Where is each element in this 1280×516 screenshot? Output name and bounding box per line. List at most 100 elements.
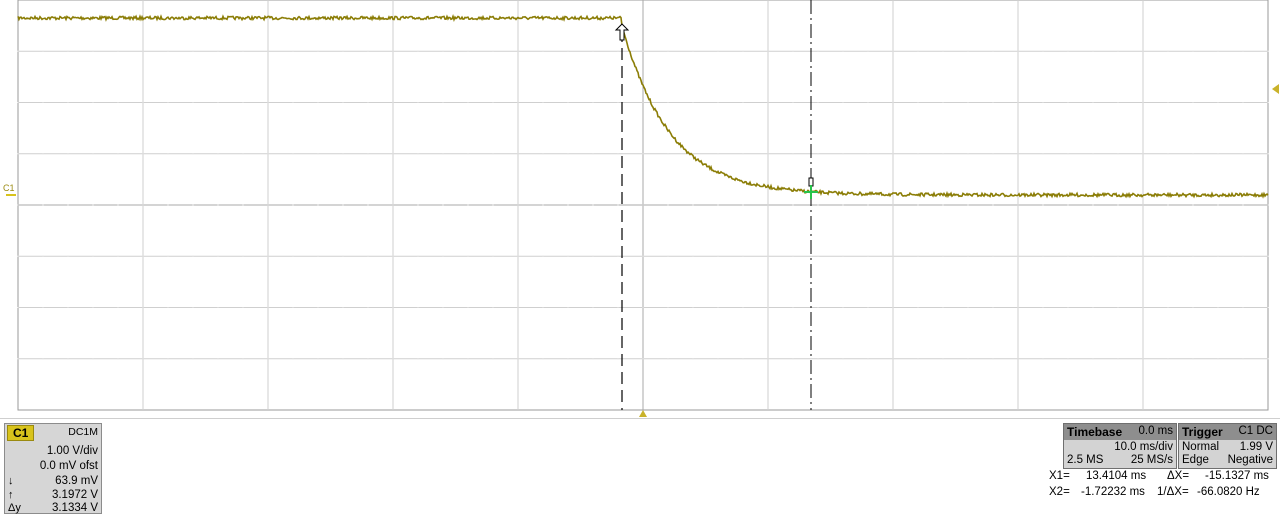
grid-dot bbox=[67, 102, 69, 103]
graticule bbox=[17, 0, 1269, 411]
grid-dot bbox=[267, 204, 269, 206]
grid-dot bbox=[442, 255, 444, 257]
grid-dot bbox=[92, 255, 94, 257]
cursor-y1-icon: ↓ bbox=[8, 475, 14, 487]
grid-dot bbox=[467, 358, 469, 360]
grid-dot bbox=[967, 358, 969, 360]
grid-dot bbox=[1017, 358, 1019, 360]
grid-dot bbox=[992, 153, 994, 155]
grid-dot bbox=[617, 307, 619, 308]
grid-dot bbox=[917, 307, 919, 308]
grid-dot bbox=[567, 50, 569, 52]
grid-dot bbox=[242, 153, 244, 155]
grid-dot bbox=[492, 50, 494, 52]
grid-dot bbox=[167, 50, 169, 52]
grid-dot bbox=[1117, 204, 1119, 206]
grid-dot bbox=[1042, 204, 1044, 206]
grid-dot bbox=[1042, 102, 1044, 103]
grid-dot bbox=[742, 102, 744, 103]
grid-dot bbox=[817, 50, 819, 52]
grid-dot bbox=[317, 50, 319, 52]
grid-dot bbox=[292, 153, 294, 155]
grid-dot bbox=[317, 102, 319, 103]
grid-dot bbox=[1092, 102, 1094, 103]
grid-dot bbox=[617, 204, 619, 206]
grid-dot bbox=[692, 255, 694, 257]
grid-dot bbox=[917, 358, 919, 360]
grid-dot bbox=[842, 307, 844, 308]
grid-dot bbox=[242, 255, 244, 257]
grid-dot bbox=[492, 358, 494, 360]
grid-dot bbox=[1092, 255, 1094, 257]
delta-x-value: -15.1327 ms bbox=[1205, 470, 1269, 482]
grid-dot bbox=[1142, 255, 1144, 257]
grid-dot bbox=[842, 50, 844, 52]
timebase-delay: 0.0 ms bbox=[1138, 425, 1173, 437]
grid-dot bbox=[767, 204, 769, 206]
grid-dot bbox=[417, 255, 419, 257]
trigger-title: Trigger bbox=[1182, 425, 1223, 439]
grid-dot bbox=[742, 50, 744, 52]
channel-1-badge[interactable]: C1 bbox=[7, 425, 35, 441]
trigger-slope: Negative bbox=[1227, 454, 1273, 466]
grid-dot bbox=[92, 204, 94, 206]
grid-dot bbox=[392, 153, 394, 155]
grid-dot bbox=[1017, 204, 1019, 206]
grid-dot bbox=[67, 153, 69, 155]
grid-dot bbox=[967, 204, 969, 206]
grid-dot bbox=[667, 102, 669, 103]
channel-1-descriptor[interactable]: C1 DC1M 1.00 V/div 0.0 mV ofst ↓ 63.9 mV… bbox=[4, 423, 102, 514]
grid-dot bbox=[342, 204, 344, 206]
cursor-lines[interactable] bbox=[621, 0, 812, 410]
grid-dot bbox=[942, 50, 944, 52]
grid-dot bbox=[767, 358, 769, 360]
cursor-x1-arrow-icon[interactable] bbox=[614, 23, 630, 41]
grid-dot bbox=[817, 255, 819, 257]
grid-dot bbox=[192, 307, 194, 308]
grid-dot bbox=[892, 50, 894, 52]
grid-dot bbox=[142, 204, 144, 206]
trigger-position-marker[interactable] bbox=[639, 410, 647, 417]
grid-dot bbox=[592, 204, 594, 206]
grid-dot bbox=[817, 358, 819, 360]
grid-dot bbox=[542, 153, 544, 155]
grid-dot bbox=[592, 358, 594, 360]
grid-dot bbox=[917, 102, 919, 103]
grid-dot bbox=[867, 307, 869, 308]
timebase-samples: 2.5 MS bbox=[1067, 454, 1104, 466]
grid-dot bbox=[692, 153, 694, 155]
grid-dot bbox=[192, 153, 194, 155]
grid-dot bbox=[1267, 358, 1269, 360]
grid-dot bbox=[492, 204, 494, 206]
trigger-descriptor[interactable]: Trigger C1 DC Normal 1.99 V Edge Negativ… bbox=[1178, 423, 1277, 469]
grid-dot bbox=[117, 358, 119, 360]
grid-dot bbox=[442, 204, 444, 206]
cursor-x2-arrow-icon[interactable] bbox=[808, 177, 814, 187]
cursor-y2-value: 3.1972 V bbox=[51, 489, 98, 501]
trigger-level-marker[interactable] bbox=[1272, 84, 1279, 94]
grid-dot bbox=[1242, 153, 1244, 155]
grid-dot bbox=[217, 358, 219, 360]
grid-dot bbox=[367, 255, 369, 257]
timebase-descriptor[interactable]: Timebase 0.0 ms 10.0 ms/div 2.5 MS 25 MS… bbox=[1063, 423, 1177, 469]
timebase-header bbox=[1064, 424, 1176, 440]
grid-dot bbox=[467, 307, 469, 308]
grid-dot bbox=[67, 358, 69, 360]
grid-dot bbox=[667, 358, 669, 360]
grid-dot bbox=[342, 153, 344, 155]
grid-dot bbox=[1242, 102, 1244, 103]
grid-dot bbox=[467, 50, 469, 52]
cursor-x1-label: X1= bbox=[1049, 470, 1070, 482]
grid-dot bbox=[42, 50, 44, 52]
grid-dot bbox=[392, 307, 394, 308]
grid-dot bbox=[417, 153, 419, 155]
grid-dot bbox=[267, 102, 269, 103]
grid-dot bbox=[892, 204, 894, 206]
channel-1-ground-marker[interactable]: C1 bbox=[3, 183, 15, 193]
channel-1-trace bbox=[17, 14, 1269, 199]
grid-dot bbox=[117, 204, 119, 206]
grid-dot bbox=[267, 358, 269, 360]
waveform-display[interactable] bbox=[0, 0, 1280, 418]
grid-dot bbox=[967, 255, 969, 257]
grid-dot bbox=[992, 50, 994, 52]
